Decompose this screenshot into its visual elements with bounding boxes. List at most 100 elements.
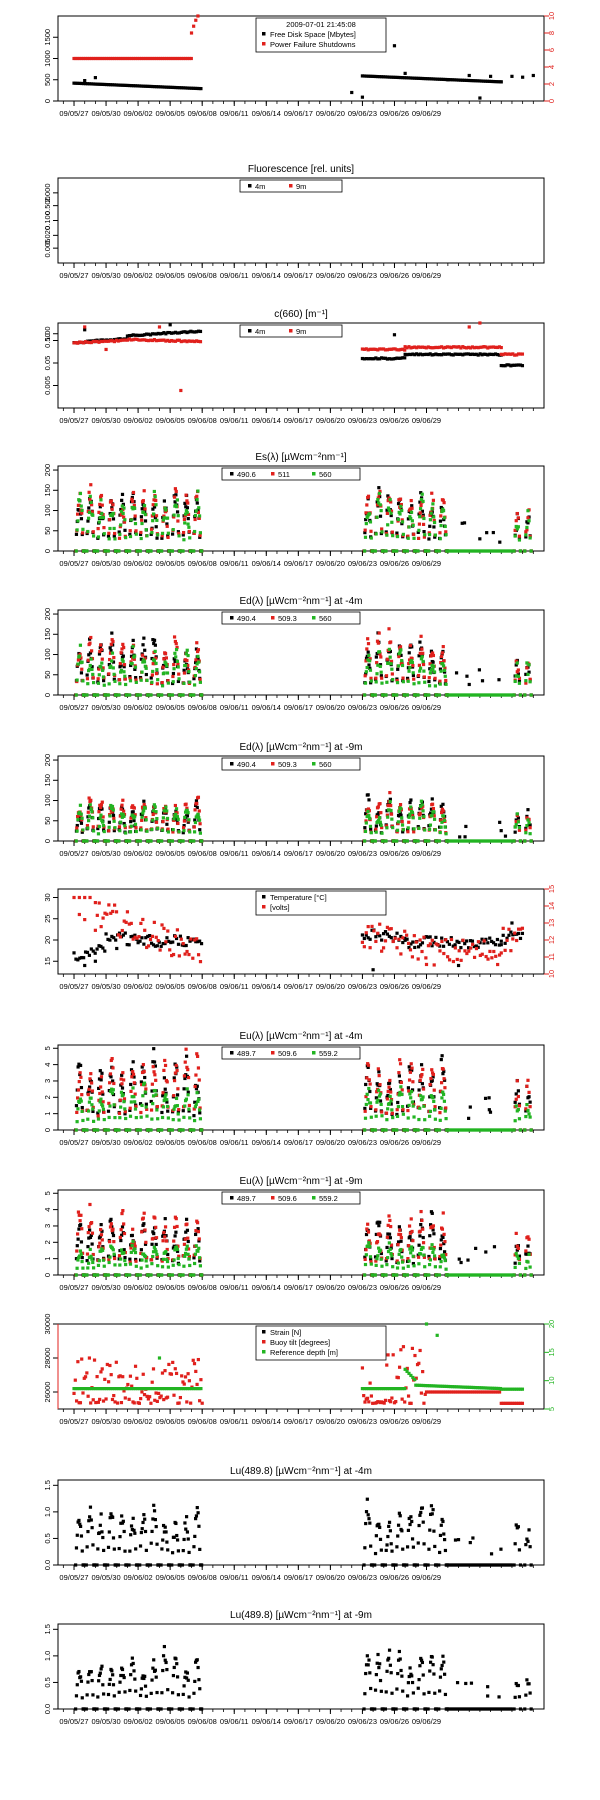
- data-point: [406, 536, 410, 540]
- data-point: [162, 516, 166, 520]
- data-point: [363, 1109, 367, 1113]
- data-point: [146, 693, 150, 697]
- data-point: [143, 648, 147, 652]
- data-point: [173, 639, 177, 644]
- data-point: [119, 1105, 123, 1109]
- data-point: [511, 363, 515, 367]
- data-point: [389, 511, 393, 515]
- data-point: [520, 364, 525, 368]
- data-point: [405, 839, 409, 843]
- data-point: [420, 949, 424, 954]
- data-point: [406, 517, 411, 521]
- data-point: [401, 940, 405, 945]
- data-point: [442, 668, 447, 672]
- data-point: [401, 680, 405, 684]
- data-point: [467, 839, 471, 843]
- x-tick-label: 09/06/02: [124, 271, 153, 280]
- data-point: [99, 944, 103, 949]
- data-point: [163, 809, 167, 813]
- data-point: [181, 831, 185, 835]
- data-point: [79, 812, 83, 816]
- data-point: [375, 815, 379, 819]
- data-point: [438, 345, 442, 349]
- data-point: [149, 56, 153, 61]
- data-point: [395, 1108, 399, 1112]
- data-point: [418, 640, 422, 644]
- data-point: [132, 1075, 136, 1079]
- data-point: [134, 676, 138, 680]
- chart-title: Es(λ) [µWcm⁻²nm⁻¹]: [255, 452, 347, 463]
- x-tick-label: 09/06/08: [188, 849, 217, 858]
- data-point: [156, 331, 160, 336]
- data-point: [79, 1223, 83, 1227]
- data-point: [170, 681, 175, 686]
- data-point: [119, 509, 124, 514]
- x-tick-label: 09/06/08: [188, 109, 217, 118]
- data-point: [171, 674, 175, 679]
- data-point: [514, 1104, 518, 1108]
- data-point: [107, 1115, 111, 1120]
- data-point: [170, 1128, 174, 1132]
- data-point: [118, 83, 122, 87]
- data-point: [364, 656, 369, 660]
- data-point: [378, 1099, 383, 1103]
- legend-swatch: [248, 184, 252, 188]
- data-point: [119, 668, 124, 673]
- data-point: [421, 515, 425, 519]
- data-point: [164, 940, 168, 944]
- data-point: [112, 829, 116, 833]
- data-point: [80, 1105, 84, 1110]
- data-point: [491, 549, 495, 553]
- data-point: [362, 936, 366, 941]
- data-point: [467, 693, 471, 697]
- data-point: [122, 663, 127, 667]
- data-point: [109, 803, 113, 808]
- data-point: [180, 86, 184, 90]
- data-point: [99, 56, 103, 61]
- data-point: [196, 329, 201, 333]
- data-point: [123, 1110, 127, 1114]
- data-point: [418, 804, 423, 808]
- data-point: [441, 944, 446, 948]
- data-point: [498, 820, 502, 824]
- data-point: [172, 818, 176, 822]
- data-point: [78, 1071, 82, 1075]
- data-point: [181, 533, 185, 537]
- data-point: [110, 1087, 114, 1091]
- data-point: [421, 522, 426, 527]
- data-point: [196, 656, 200, 661]
- data-point: [420, 1082, 425, 1086]
- data-point: [486, 346, 490, 350]
- data-point: [132, 657, 136, 661]
- y-tick-label: 0.05: [43, 356, 52, 371]
- x-tick-label: 09/06/02: [124, 703, 153, 712]
- data-point: [482, 345, 486, 349]
- x-tick-label: 09/06/11: [220, 849, 249, 858]
- data-point: [389, 500, 393, 504]
- data-point: [74, 81, 78, 85]
- data-point: [380, 938, 384, 942]
- data-point: [527, 1112, 531, 1116]
- data-point: [528, 1105, 532, 1109]
- x-tick-label: 09/06/17: [284, 559, 313, 568]
- data-point: [129, 1082, 133, 1087]
- data-point: [82, 1128, 86, 1132]
- data-point: [171, 828, 175, 832]
- data-point: [139, 828, 143, 832]
- y-tick-label: 150: [43, 484, 52, 497]
- data-point: [86, 658, 90, 662]
- data-point: [133, 514, 137, 518]
- data-point: [370, 924, 374, 929]
- data-point: [417, 945, 421, 949]
- data-point: [462, 549, 466, 553]
- data-point: [166, 1109, 170, 1113]
- data-point: [155, 536, 159, 540]
- data-point: [113, 679, 117, 683]
- data-point: [385, 533, 389, 537]
- data-point: [119, 820, 123, 824]
- data-point: [395, 1112, 399, 1117]
- data-point: [181, 1109, 185, 1113]
- data-point: [152, 803, 156, 807]
- data-point: [439, 1058, 443, 1062]
- data-point: [408, 1092, 412, 1096]
